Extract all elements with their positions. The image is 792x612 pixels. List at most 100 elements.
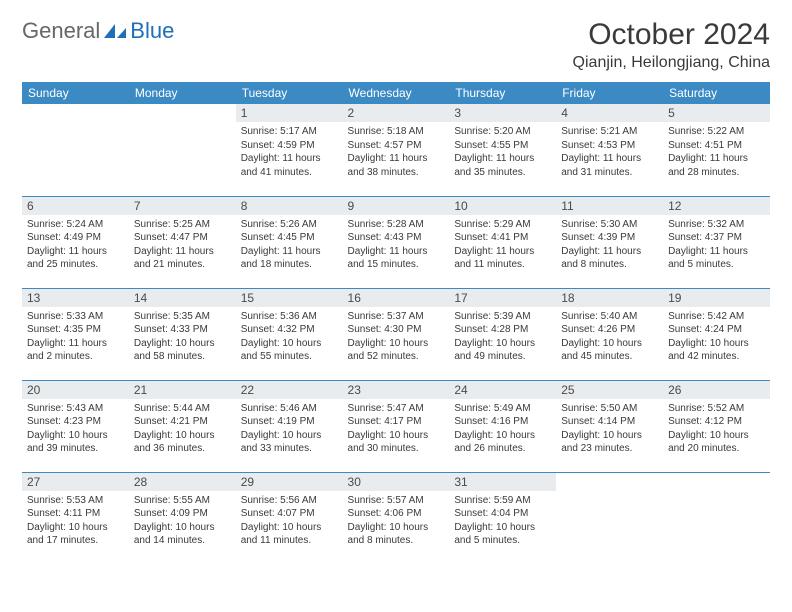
day-content: Sunrise: 5:50 AMSunset: 4:14 PMDaylight:… (556, 399, 663, 458)
sunrise-text: Sunrise: 5:33 AM (27, 310, 124, 324)
day-content: Sunrise: 5:42 AMSunset: 4:24 PMDaylight:… (663, 307, 770, 366)
daylight-text: Daylight: 10 hours and 26 minutes. (454, 429, 551, 456)
sunset-text: Sunset: 4:06 PM (348, 507, 445, 521)
day-number: 14 (129, 289, 236, 307)
sunset-text: Sunset: 4:24 PM (668, 323, 765, 337)
day-number: 31 (449, 473, 556, 491)
sunrise-text: Sunrise: 5:52 AM (668, 402, 765, 416)
daylight-text: Daylight: 10 hours and 58 minutes. (134, 337, 231, 364)
sunset-text: Sunset: 4:11 PM (27, 507, 124, 521)
calendar-cell: 20Sunrise: 5:43 AMSunset: 4:23 PMDayligh… (22, 380, 129, 472)
day-content: Sunrise: 5:46 AMSunset: 4:19 PMDaylight:… (236, 399, 343, 458)
sunset-text: Sunset: 4:41 PM (454, 231, 551, 245)
calendar-cell: 23Sunrise: 5:47 AMSunset: 4:17 PMDayligh… (343, 380, 450, 472)
day-content: Sunrise: 5:36 AMSunset: 4:32 PMDaylight:… (236, 307, 343, 366)
daylight-text: Daylight: 10 hours and 8 minutes. (348, 521, 445, 548)
sunset-text: Sunset: 4:39 PM (561, 231, 658, 245)
calendar-week: 6Sunrise: 5:24 AMSunset: 4:49 PMDaylight… (22, 196, 770, 288)
daylight-text: Daylight: 10 hours and 42 minutes. (668, 337, 765, 364)
daylight-text: Daylight: 11 hours and 2 minutes. (27, 337, 124, 364)
calendar-cell: 18Sunrise: 5:40 AMSunset: 4:26 PMDayligh… (556, 288, 663, 380)
sunset-text: Sunset: 4:17 PM (348, 415, 445, 429)
sunrise-text: Sunrise: 5:21 AM (561, 125, 658, 139)
day-number: 4 (556, 104, 663, 122)
calendar-cell: 26Sunrise: 5:52 AMSunset: 4:12 PMDayligh… (663, 380, 770, 472)
day-number: 29 (236, 473, 343, 491)
daylight-text: Daylight: 10 hours and 39 minutes. (27, 429, 124, 456)
calendar-cell: 31Sunrise: 5:59 AMSunset: 4:04 PMDayligh… (449, 472, 556, 564)
sunrise-text: Sunrise: 5:44 AM (134, 402, 231, 416)
brand-logo: General Blue (22, 18, 174, 44)
daylight-text: Daylight: 11 hours and 8 minutes. (561, 245, 658, 272)
calendar-cell: 22Sunrise: 5:46 AMSunset: 4:19 PMDayligh… (236, 380, 343, 472)
sunrise-text: Sunrise: 5:56 AM (241, 494, 338, 508)
day-content: Sunrise: 5:40 AMSunset: 4:26 PMDaylight:… (556, 307, 663, 366)
month-title: October 2024 (573, 18, 770, 52)
sunrise-text: Sunrise: 5:47 AM (348, 402, 445, 416)
calendar-table: SundayMondayTuesdayWednesdayThursdayFrid… (22, 82, 770, 564)
sunrise-text: Sunrise: 5:17 AM (241, 125, 338, 139)
sunrise-text: Sunrise: 5:37 AM (348, 310, 445, 324)
daylight-text: Daylight: 11 hours and 11 minutes. (454, 245, 551, 272)
calendar-cell: 9Sunrise: 5:28 AMSunset: 4:43 PMDaylight… (343, 196, 450, 288)
calendar-cell: 4Sunrise: 5:21 AMSunset: 4:53 PMDaylight… (556, 104, 663, 196)
day-number: 22 (236, 381, 343, 399)
day-number: 9 (343, 197, 450, 215)
daylight-text: Daylight: 10 hours and 33 minutes. (241, 429, 338, 456)
daylight-text: Daylight: 10 hours and 52 minutes. (348, 337, 445, 364)
day-content: Sunrise: 5:52 AMSunset: 4:12 PMDaylight:… (663, 399, 770, 458)
calendar-cell: 21Sunrise: 5:44 AMSunset: 4:21 PMDayligh… (129, 380, 236, 472)
day-header: Sunday (22, 82, 129, 104)
sunset-text: Sunset: 4:30 PM (348, 323, 445, 337)
day-content: Sunrise: 5:29 AMSunset: 4:41 PMDaylight:… (449, 215, 556, 274)
calendar-cell: . (22, 104, 129, 196)
sunset-text: Sunset: 4:26 PM (561, 323, 658, 337)
day-content: Sunrise: 5:33 AMSunset: 4:35 PMDaylight:… (22, 307, 129, 366)
day-number: 13 (22, 289, 129, 307)
day-content: Sunrise: 5:39 AMSunset: 4:28 PMDaylight:… (449, 307, 556, 366)
calendar-cell: 1Sunrise: 5:17 AMSunset: 4:59 PMDaylight… (236, 104, 343, 196)
calendar-cell: 13Sunrise: 5:33 AMSunset: 4:35 PMDayligh… (22, 288, 129, 380)
day-content: Sunrise: 5:56 AMSunset: 4:07 PMDaylight:… (236, 491, 343, 550)
day-content: Sunrise: 5:20 AMSunset: 4:55 PMDaylight:… (449, 122, 556, 181)
daylight-text: Daylight: 10 hours and 5 minutes. (454, 521, 551, 548)
calendar-cell: . (556, 472, 663, 564)
daylight-text: Daylight: 10 hours and 17 minutes. (27, 521, 124, 548)
day-number: 19 (663, 289, 770, 307)
sunrise-text: Sunrise: 5:53 AM (27, 494, 124, 508)
day-number: 6 (22, 197, 129, 215)
day-number: 28 (129, 473, 236, 491)
day-content: Sunrise: 5:25 AMSunset: 4:47 PMDaylight:… (129, 215, 236, 274)
sunrise-text: Sunrise: 5:57 AM (348, 494, 445, 508)
calendar-cell: 17Sunrise: 5:39 AMSunset: 4:28 PMDayligh… (449, 288, 556, 380)
daylight-text: Daylight: 11 hours and 31 minutes. (561, 152, 658, 179)
sunrise-text: Sunrise: 5:55 AM (134, 494, 231, 508)
sunset-text: Sunset: 4:37 PM (668, 231, 765, 245)
sunset-text: Sunset: 4:43 PM (348, 231, 445, 245)
calendar-week: 20Sunrise: 5:43 AMSunset: 4:23 PMDayligh… (22, 380, 770, 472)
calendar-cell: 15Sunrise: 5:36 AMSunset: 4:32 PMDayligh… (236, 288, 343, 380)
sunrise-text: Sunrise: 5:24 AM (27, 218, 124, 232)
day-content: Sunrise: 5:57 AMSunset: 4:06 PMDaylight:… (343, 491, 450, 550)
daylight-text: Daylight: 11 hours and 41 minutes. (241, 152, 338, 179)
sunset-text: Sunset: 4:19 PM (241, 415, 338, 429)
sunset-text: Sunset: 4:57 PM (348, 139, 445, 153)
sunrise-text: Sunrise: 5:32 AM (668, 218, 765, 232)
day-number: 12 (663, 197, 770, 215)
sunrise-text: Sunrise: 5:25 AM (134, 218, 231, 232)
day-content: Sunrise: 5:24 AMSunset: 4:49 PMDaylight:… (22, 215, 129, 274)
day-content: Sunrise: 5:55 AMSunset: 4:09 PMDaylight:… (129, 491, 236, 550)
day-number: 18 (556, 289, 663, 307)
sunset-text: Sunset: 4:33 PM (134, 323, 231, 337)
day-number: 2 (343, 104, 450, 122)
daylight-text: Daylight: 10 hours and 45 minutes. (561, 337, 658, 364)
sunset-text: Sunset: 4:07 PM (241, 507, 338, 521)
day-header: Wednesday (343, 82, 450, 104)
day-header: Tuesday (236, 82, 343, 104)
sunrise-text: Sunrise: 5:42 AM (668, 310, 765, 324)
sunset-text: Sunset: 4:12 PM (668, 415, 765, 429)
calendar-cell: 10Sunrise: 5:29 AMSunset: 4:41 PMDayligh… (449, 196, 556, 288)
day-content: Sunrise: 5:28 AMSunset: 4:43 PMDaylight:… (343, 215, 450, 274)
sunrise-text: Sunrise: 5:20 AM (454, 125, 551, 139)
calendar-cell: 30Sunrise: 5:57 AMSunset: 4:06 PMDayligh… (343, 472, 450, 564)
